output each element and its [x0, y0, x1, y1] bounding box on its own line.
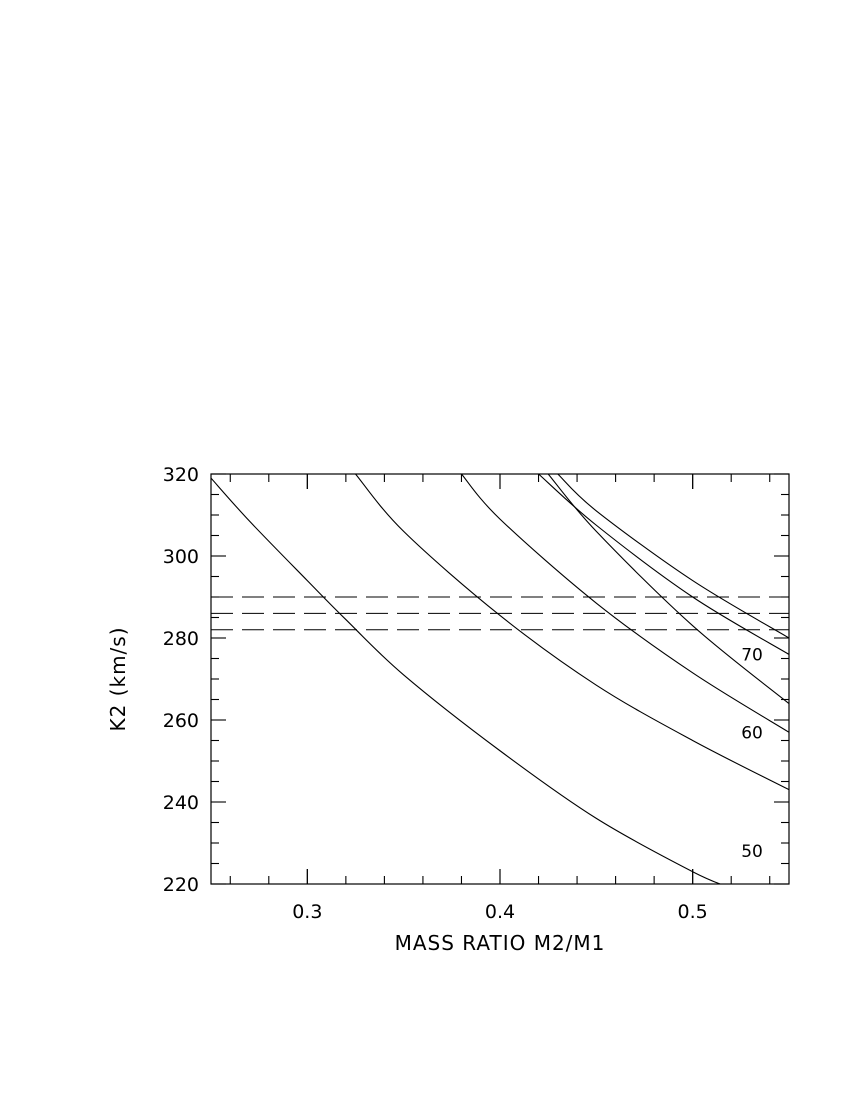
tick-labels: 0.3 0.4 0.5 220 240 260 280 300 320	[163, 464, 708, 923]
curve-label-70: 70	[741, 645, 763, 665]
y-tick-label: 260	[163, 710, 199, 732]
curve-4	[547, 474, 789, 705]
reference-lines	[211, 596, 789, 631]
y-tick-label: 240	[163, 792, 199, 814]
curve-labels: 70 60 50	[741, 645, 763, 862]
y-tick-label: 320	[163, 464, 199, 486]
y-tick-label: 220	[163, 874, 199, 896]
curve-1	[211, 477, 722, 884]
curve-label-50: 50	[741, 842, 763, 862]
y-tick-label: 280	[163, 628, 199, 650]
curves	[211, 474, 789, 884]
y-tick-label: 300	[163, 546, 199, 568]
x-tick-label: 0.3	[292, 901, 322, 923]
curve-6	[557, 474, 789, 639]
axis-ticks	[211, 473, 789, 885]
curve-2	[355, 474, 789, 791]
y-axis-label: K2 (km/s)	[106, 626, 130, 731]
curve-label-60: 60	[741, 723, 763, 743]
x-axis-label: MASS RATIO M2/M1	[395, 931, 606, 955]
curve-3	[461, 474, 789, 733]
x-tick-label: 0.4	[485, 901, 515, 923]
curve-5	[538, 474, 789, 655]
x-tick-label: 0.5	[678, 901, 708, 923]
